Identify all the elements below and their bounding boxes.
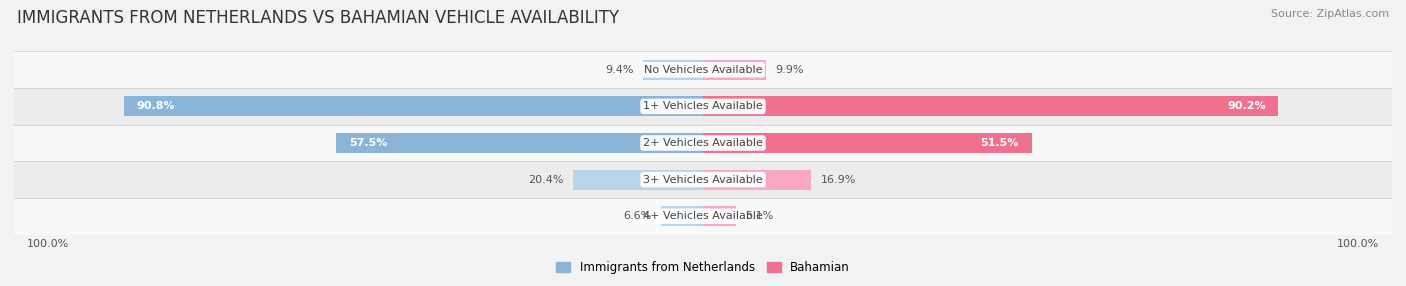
Text: 100.0%: 100.0% [27, 239, 69, 249]
Text: 3+ Vehicles Available: 3+ Vehicles Available [643, 175, 763, 184]
Bar [661, 206, 703, 226]
Text: 1+ Vehicles Available: 1+ Vehicles Available [643, 102, 763, 111]
Bar [703, 206, 735, 226]
Bar [1, 125, 1405, 161]
Text: 2+ Vehicles Available: 2+ Vehicles Available [643, 138, 763, 148]
Text: Source: ZipAtlas.com: Source: ZipAtlas.com [1271, 9, 1389, 19]
Text: 5.1%: 5.1% [745, 211, 773, 221]
Bar [336, 133, 703, 153]
Text: 90.8%: 90.8% [136, 102, 176, 111]
Text: 100.0%: 100.0% [1337, 239, 1379, 249]
Bar [703, 170, 811, 190]
Text: 57.5%: 57.5% [349, 138, 387, 148]
Text: 20.4%: 20.4% [527, 175, 564, 184]
Bar [124, 96, 703, 116]
Legend: Immigrants from Netherlands, Bahamian: Immigrants from Netherlands, Bahamian [555, 261, 851, 274]
Bar [643, 60, 703, 80]
Text: IMMIGRANTS FROM NETHERLANDS VS BAHAMIAN VEHICLE AVAILABILITY: IMMIGRANTS FROM NETHERLANDS VS BAHAMIAN … [17, 9, 619, 27]
Bar [1, 51, 1405, 88]
Bar [1, 88, 1405, 125]
Text: 9.9%: 9.9% [776, 65, 804, 75]
Text: 4+ Vehicles Available: 4+ Vehicles Available [643, 211, 763, 221]
Bar [703, 96, 1278, 116]
Bar [1, 198, 1405, 235]
Bar [703, 60, 766, 80]
Text: No Vehicles Available: No Vehicles Available [644, 65, 762, 75]
Text: 9.4%: 9.4% [605, 65, 634, 75]
Text: 51.5%: 51.5% [980, 138, 1019, 148]
Bar [703, 133, 1032, 153]
Text: 90.2%: 90.2% [1227, 102, 1265, 111]
Text: 16.9%: 16.9% [820, 175, 856, 184]
Text: 6.6%: 6.6% [623, 211, 651, 221]
Bar [1, 161, 1405, 198]
Bar [572, 170, 703, 190]
